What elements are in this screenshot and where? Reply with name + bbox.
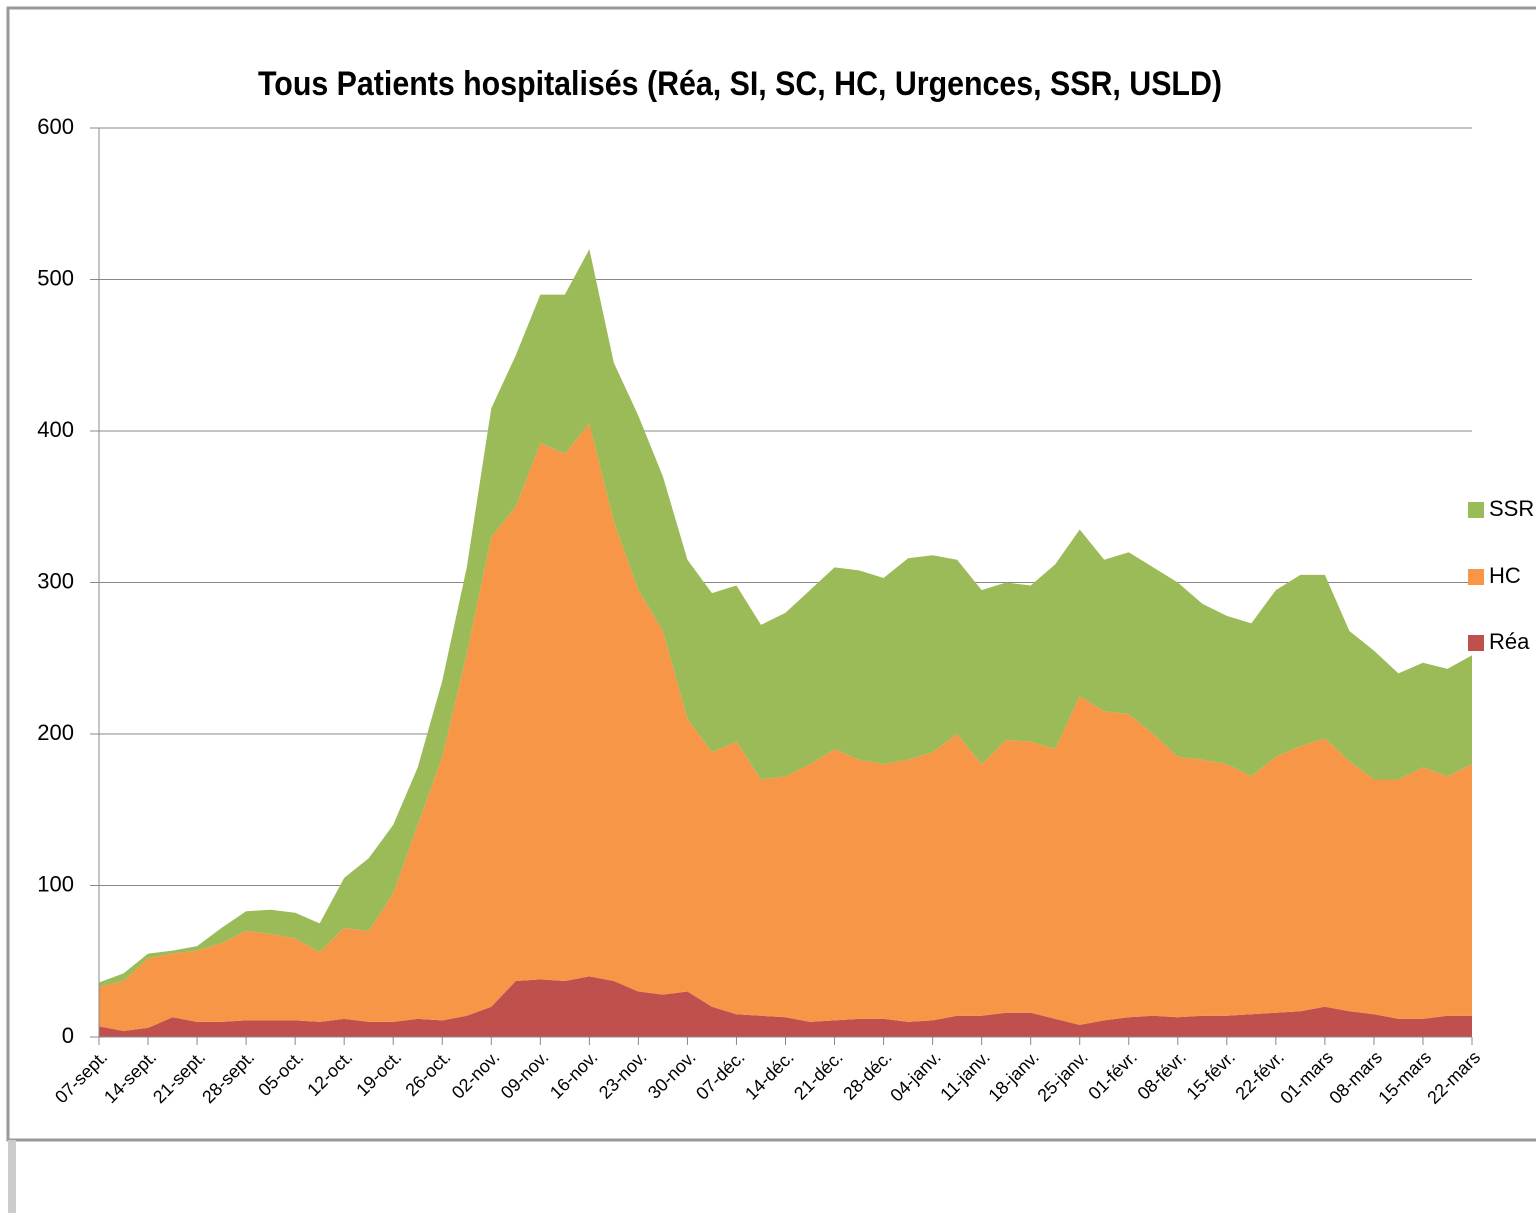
area bbox=[99, 249, 1472, 988]
y-tick-label: 400 bbox=[37, 417, 74, 442]
legend-swatch bbox=[1468, 502, 1484, 518]
chart-title: Tous Patients hospitalisés (Réa, SI, SC,… bbox=[258, 65, 1222, 103]
legend-label: Réa bbox=[1489, 629, 1530, 654]
scroll-strip bbox=[8, 1140, 16, 1213]
y-tick-label: 300 bbox=[37, 568, 74, 593]
y-tick-label: 0 bbox=[62, 1023, 74, 1048]
legend-swatch bbox=[1468, 569, 1484, 585]
y-tick-label: 600 bbox=[37, 114, 74, 139]
y-tick-label: 200 bbox=[37, 720, 74, 745]
legend-label: HC bbox=[1489, 563, 1521, 588]
y-tick-label: 500 bbox=[37, 265, 74, 290]
legend-label: SSR bbox=[1489, 496, 1534, 521]
legend-swatch bbox=[1468, 635, 1484, 651]
area bbox=[99, 423, 1472, 1031]
y-tick-label: 100 bbox=[37, 871, 74, 896]
area bbox=[99, 976, 1472, 1037]
chart-frame bbox=[6, 6, 1536, 1142]
